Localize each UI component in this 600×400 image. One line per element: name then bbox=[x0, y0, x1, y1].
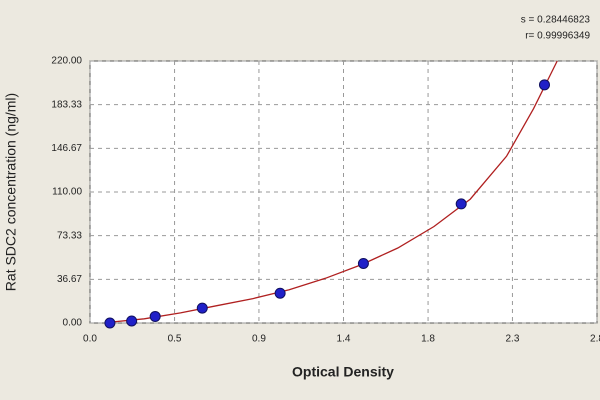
data-point bbox=[126, 315, 138, 327]
annotation: r= 0.99996349 bbox=[525, 31, 590, 42]
x-tick-label: 1.8 bbox=[421, 334, 435, 345]
x-tick-label: 0.5 bbox=[168, 334, 182, 345]
y-tick-label: 220.00 bbox=[51, 56, 82, 67]
data-point bbox=[538, 79, 550, 91]
x-axis-label: Optical Density bbox=[292, 364, 394, 380]
y-tick-label: 73.33 bbox=[57, 230, 82, 241]
annotation: s = 0.28446823 bbox=[521, 15, 591, 26]
y-tick-label: 183.33 bbox=[51, 99, 82, 110]
data-point bbox=[149, 310, 161, 322]
data-point bbox=[455, 198, 467, 210]
data-point bbox=[274, 287, 286, 299]
y-tick-label: 110.00 bbox=[52, 187, 82, 198]
x-tick-label: 0.0 bbox=[83, 334, 97, 345]
x-tick-label: 1.4 bbox=[337, 334, 351, 345]
x-tick-label: 2.8 bbox=[590, 334, 600, 345]
data-point bbox=[357, 257, 369, 269]
y-tick-label: 146.67 bbox=[51, 143, 82, 154]
x-tick-label: 2.3 bbox=[505, 334, 519, 345]
data-point bbox=[196, 302, 208, 314]
data-point bbox=[104, 317, 116, 329]
y-tick-label: 36.67 bbox=[57, 274, 82, 285]
y-tick-label: 0.00 bbox=[63, 318, 83, 329]
x-tick-label: 0.9 bbox=[252, 334, 266, 345]
fit-curve bbox=[108, 60, 558, 324]
y-axis-label: Rat SDC2 concentration (ng/ml) bbox=[3, 93, 19, 291]
